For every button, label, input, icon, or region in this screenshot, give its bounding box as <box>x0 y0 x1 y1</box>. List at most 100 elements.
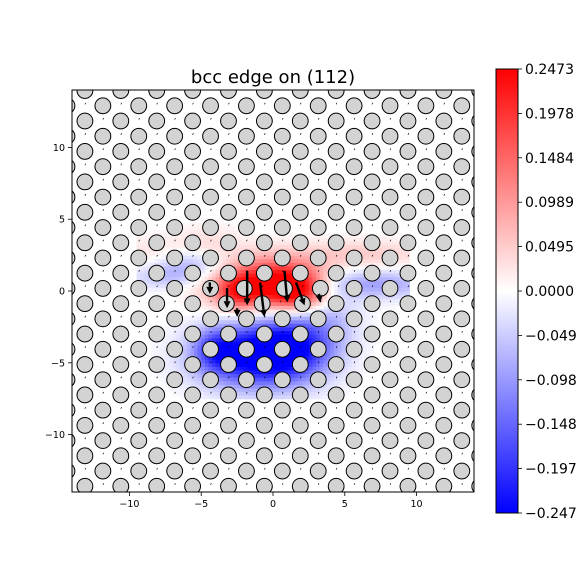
field-cell <box>140 269 145 274</box>
field-cell <box>269 326 274 332</box>
field-cell <box>294 352 299 357</box>
field-cell <box>233 222 238 227</box>
field-cell <box>172 359 177 364</box>
displacement-tick <box>480 316 481 318</box>
displacement-tick <box>192 315 194 318</box>
field-cell <box>269 369 274 375</box>
displacement-tick <box>302 285 304 288</box>
field-cell <box>219 258 224 263</box>
field-cell <box>247 330 253 335</box>
atom <box>72 220 76 235</box>
field-cell <box>161 287 166 292</box>
field-cell <box>226 251 231 256</box>
displacement-tick <box>425 178 428 181</box>
field-cell <box>269 262 274 267</box>
atom <box>255 447 273 465</box>
displacement-tick <box>407 285 410 288</box>
field-cell <box>208 355 213 360</box>
field-cell <box>161 283 166 289</box>
atom <box>202 401 219 419</box>
field-cell <box>251 352 256 357</box>
field-cell <box>219 352 224 357</box>
field-cell <box>283 355 288 360</box>
field-cell <box>269 283 274 289</box>
field-cell <box>197 384 202 389</box>
field-cell <box>233 276 238 281</box>
field-cell <box>344 265 349 271</box>
field-cell <box>355 269 360 274</box>
field-cell <box>168 355 174 360</box>
field-cell <box>219 247 224 253</box>
field-cell <box>255 251 260 256</box>
field-cell <box>237 337 242 342</box>
field-cell <box>330 384 335 389</box>
field-cell <box>211 355 217 360</box>
field-cell <box>237 244 242 249</box>
field-cell <box>194 341 199 346</box>
atom <box>112 234 130 252</box>
field-cell <box>244 240 249 245</box>
field-cell <box>197 319 202 324</box>
field-cell <box>380 244 385 249</box>
displacement-tick <box>102 330 104 333</box>
field-cell <box>330 344 335 350</box>
field-cell <box>190 222 195 227</box>
atom <box>453 432 471 450</box>
field-cell <box>337 319 342 324</box>
field-cell <box>247 301 253 306</box>
field-cell <box>237 229 242 235</box>
displacement-tick <box>264 346 266 349</box>
field-cell <box>244 265 249 271</box>
displacement-tick <box>120 193 122 196</box>
atom <box>417 310 435 328</box>
atom <box>238 401 255 419</box>
field-cell <box>194 222 199 227</box>
atom <box>148 90 166 99</box>
field-cell <box>183 323 188 328</box>
displacement-tick <box>120 315 122 318</box>
displacement-tick <box>407 193 410 196</box>
field-cell <box>301 258 306 263</box>
atom <box>345 371 363 389</box>
displacement-tick <box>353 300 356 303</box>
displacement-tick <box>102 178 104 181</box>
field-cell <box>197 291 202 296</box>
atom <box>291 447 309 465</box>
displacement-tick <box>371 163 374 166</box>
field-cell <box>362 283 367 289</box>
field-cell <box>190 384 195 389</box>
displacement-tick <box>174 452 176 455</box>
field-cell <box>337 323 342 328</box>
field-cell <box>244 301 249 306</box>
atom <box>291 90 309 99</box>
field-cell <box>265 287 271 292</box>
field-cell <box>240 265 245 271</box>
field-cell <box>255 287 260 292</box>
field-cell <box>158 373 163 378</box>
field-cell <box>384 237 389 242</box>
field-cell <box>215 229 220 235</box>
displacement-tick <box>461 178 463 181</box>
field-cell <box>161 369 166 375</box>
atom <box>399 203 417 221</box>
field-cell <box>334 255 339 260</box>
field-cell <box>337 291 342 296</box>
field-cell <box>226 384 231 389</box>
field-cell <box>355 294 360 299</box>
field-cell <box>323 276 328 281</box>
field-cell <box>222 341 227 346</box>
field-cell <box>208 391 213 396</box>
displacement-tick <box>67 209 68 211</box>
displacement-tick <box>353 209 356 212</box>
displacement-tick <box>246 330 248 333</box>
displacement-tick <box>120 133 122 135</box>
atom <box>453 127 471 145</box>
atom <box>41 448 57 464</box>
field-cell <box>165 366 170 371</box>
field-cell <box>362 251 367 256</box>
field-cell <box>247 237 253 242</box>
field-cell <box>330 380 335 385</box>
field-cell <box>287 262 292 267</box>
field-cell <box>211 240 217 245</box>
field-cell <box>398 255 403 260</box>
